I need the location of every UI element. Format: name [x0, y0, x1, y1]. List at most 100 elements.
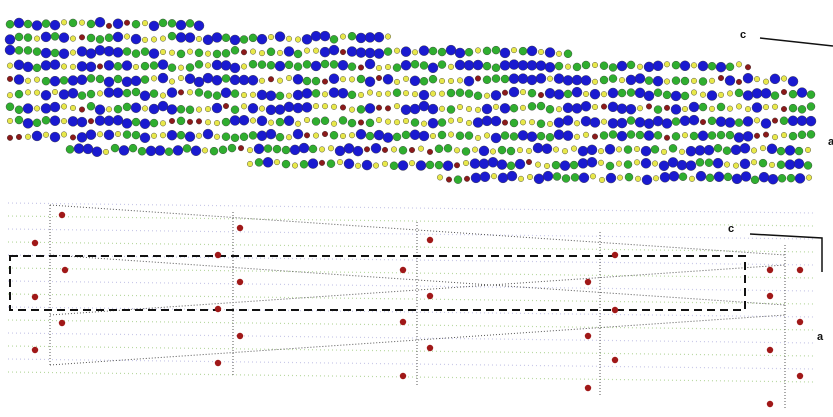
- atom: [186, 63, 194, 71]
- atom: [479, 159, 489, 169]
- atom: [502, 120, 508, 126]
- atom: [32, 131, 42, 141]
- atom: [743, 116, 753, 126]
- atom: [339, 116, 347, 124]
- atom: [340, 49, 346, 55]
- atom: [214, 134, 220, 140]
- atom: [572, 75, 582, 85]
- atom: [619, 77, 625, 83]
- atom: [663, 91, 671, 99]
- atom: [740, 143, 750, 153]
- atom: [491, 173, 497, 179]
- atom: [210, 147, 218, 155]
- atom: [427, 237, 433, 243]
- atom: [177, 117, 185, 125]
- atom: [215, 360, 221, 366]
- atom: [132, 50, 140, 58]
- atom: [187, 89, 193, 95]
- atom: [781, 76, 787, 82]
- atom: [605, 144, 615, 154]
- atom: [518, 130, 528, 140]
- atom: [772, 134, 778, 140]
- atom: [327, 160, 335, 168]
- atom: [376, 75, 382, 81]
- atom: [14, 18, 24, 28]
- atom: [771, 92, 779, 100]
- atom: [679, 149, 685, 155]
- atom: [61, 20, 67, 26]
- atom: [624, 146, 632, 154]
- atom: [223, 103, 229, 109]
- atom: [727, 91, 733, 97]
- atom: [806, 175, 812, 181]
- atom: [418, 146, 424, 152]
- atom: [527, 60, 537, 70]
- atom: [546, 105, 554, 113]
- atom: [321, 117, 329, 125]
- atom: [500, 60, 510, 70]
- atom: [609, 75, 617, 83]
- atom: [168, 19, 176, 27]
- atom: [348, 63, 356, 71]
- atom: [781, 89, 787, 95]
- atom: [34, 77, 40, 83]
- atom: [545, 62, 555, 72]
- atom: [429, 75, 437, 83]
- atom: [410, 104, 420, 114]
- axis-label: a: [817, 331, 824, 343]
- atom: [138, 147, 146, 155]
- atom: [366, 119, 374, 127]
- atom: [16, 134, 22, 140]
- atom: [430, 91, 436, 97]
- atom: [490, 149, 496, 155]
- atom: [437, 175, 443, 181]
- atom: [87, 102, 95, 110]
- atom: [186, 19, 194, 27]
- atom: [426, 161, 434, 169]
- atom: [718, 75, 724, 81]
- atom: [763, 132, 769, 138]
- atom: [510, 104, 518, 112]
- atom: [735, 89, 743, 97]
- atom: [358, 65, 364, 71]
- atom: [114, 105, 122, 113]
- atom: [447, 106, 455, 114]
- atom: [114, 62, 122, 70]
- faint-atom-rows: [8, 203, 815, 382]
- atom: [533, 143, 543, 153]
- atom: [464, 176, 470, 182]
- atom: [600, 62, 608, 70]
- atom: [718, 92, 724, 98]
- atom: [454, 162, 460, 168]
- atom: [435, 145, 443, 153]
- atom: [691, 90, 697, 96]
- atom: [167, 104, 177, 114]
- atom: [115, 131, 121, 137]
- atom: [626, 104, 636, 114]
- atom: [546, 133, 554, 141]
- atom: [79, 20, 85, 26]
- atom-row: [8, 333, 815, 343]
- atom: [475, 107, 481, 113]
- atom: [104, 130, 114, 140]
- atom: [500, 103, 510, 113]
- atom: [609, 130, 617, 138]
- atom: [601, 104, 607, 110]
- atom: [183, 144, 191, 152]
- atom: [173, 145, 183, 155]
- atom: [87, 34, 95, 42]
- atom: [213, 92, 221, 100]
- atom: [600, 76, 608, 84]
- atom: [498, 173, 508, 183]
- atom: [617, 118, 627, 128]
- atom: [767, 347, 773, 353]
- atom: [88, 118, 94, 124]
- atom: [732, 174, 742, 184]
- atom: [185, 33, 195, 43]
- atom: [448, 118, 454, 124]
- atom: [113, 115, 123, 125]
- unit-cell-lines: [50, 205, 785, 410]
- atom: [195, 88, 203, 96]
- atom: [257, 116, 267, 126]
- atom: [807, 103, 815, 111]
